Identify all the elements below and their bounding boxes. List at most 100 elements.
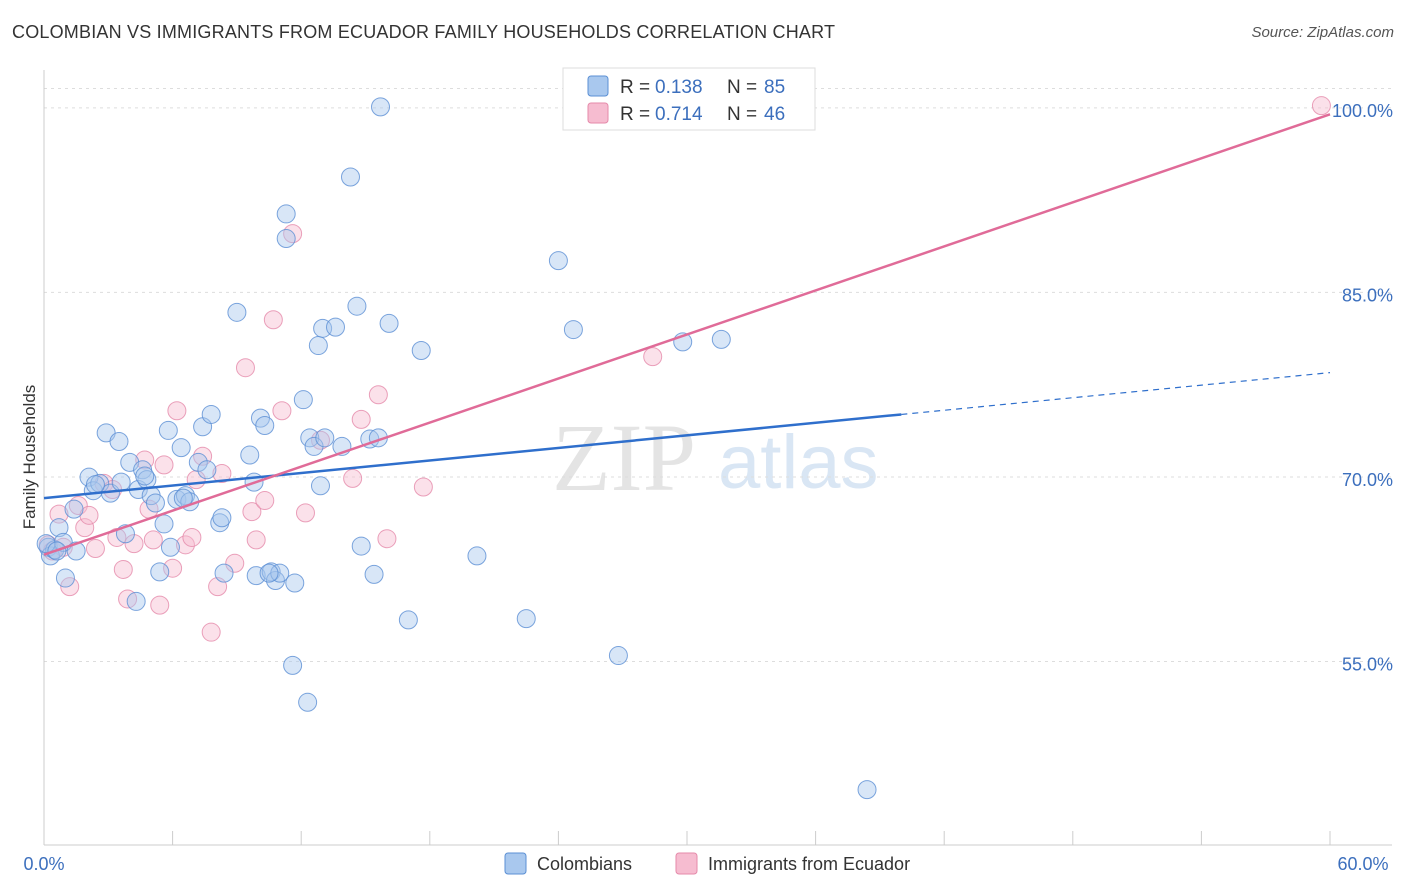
colombian-point — [227, 302, 247, 322]
colombian-point — [857, 780, 877, 800]
bottom-legend-label-colombians: Colombians — [537, 854, 632, 874]
ecuador-point — [212, 463, 232, 483]
legend-n-value-1: 85 — [764, 77, 785, 98]
colombian-point — [276, 204, 296, 224]
y-axis-title: Family Households — [20, 385, 39, 530]
colombian-point — [315, 428, 335, 448]
colombian-point — [276, 229, 296, 249]
legend-swatch-colombians — [587, 75, 609, 97]
colombian-point — [158, 420, 178, 440]
watermark-atlas: atlas — [718, 420, 879, 505]
colombian-point — [298, 692, 318, 712]
colombian-point — [135, 466, 155, 486]
ecuador-point — [154, 455, 174, 475]
colombian-point — [467, 546, 487, 566]
ecuador-point — [85, 539, 105, 559]
colombian-point — [197, 460, 217, 480]
colombian-point — [240, 445, 260, 465]
ecuador-point — [255, 491, 275, 511]
colombian-point — [160, 537, 180, 557]
x-tick-label-max: 60.0% — [1337, 854, 1388, 874]
ecuador-point — [368, 385, 388, 405]
ecuador-points — [38, 96, 1331, 642]
ecuador-point — [49, 504, 69, 524]
y-tick-label: 70.0% — [1342, 470, 1393, 490]
ecuador-point — [167, 401, 187, 421]
ecuador-point — [75, 518, 95, 538]
legend-r-value-1: 0.138 — [655, 77, 703, 98]
watermark-zip: ZIP — [552, 404, 696, 511]
colombians-trend-extension — [901, 372, 1331, 416]
colombian-point — [285, 573, 305, 593]
ecuador-point — [182, 527, 202, 547]
colombian-point — [340, 167, 360, 187]
bottom-legend-swatch-colombians — [504, 852, 527, 875]
source-credit: Source: ZipAtlas.com — [1251, 24, 1394, 41]
colombian-point — [150, 562, 170, 582]
colombian-point — [283, 655, 303, 675]
legend-swatch-ecuador — [587, 102, 609, 124]
legend-r-value-2: 0.714 — [655, 104, 703, 125]
x-axis-ticks — [43, 831, 1331, 845]
colombian-point — [259, 563, 279, 583]
colombian-point — [351, 536, 371, 556]
ecuador-point — [242, 502, 262, 522]
stats-legend: R = 0.138 N = 85 R = 0.714 N = 46 — [562, 67, 816, 131]
ecuador-point — [235, 358, 255, 378]
colombian-point — [711, 329, 731, 349]
colombian-point — [36, 534, 56, 554]
ecuador-point — [113, 559, 133, 579]
colombian-point — [371, 97, 391, 117]
ecuador-point — [295, 503, 315, 523]
colombian-point — [310, 476, 330, 496]
colombian-point — [109, 432, 129, 452]
ecuador-point — [377, 529, 397, 549]
colombians-trend-line — [43, 413, 902, 500]
legend-r-label-2: R = — [620, 104, 650, 125]
ecuador-point — [143, 530, 163, 550]
colombian-point — [49, 518, 69, 538]
colombian-point — [171, 438, 191, 458]
colombian-point — [270, 563, 290, 583]
ecuador-point — [60, 577, 80, 597]
ecuador-trend-line — [43, 113, 1331, 556]
legend-n-label-2: N = — [727, 104, 757, 125]
colombian-point — [411, 340, 431, 360]
y-axis-tick-labels: 55.0% 70.0% 85.0% 100.0% — [1332, 101, 1393, 675]
legend-n-label-1: N = — [727, 77, 757, 98]
ecuador-point — [246, 530, 266, 550]
colombian-point — [111, 472, 131, 492]
ecuador-point — [643, 347, 663, 367]
legend-r-label-1: R = — [620, 77, 650, 98]
colombian-point — [398, 610, 418, 630]
colombian-point — [64, 499, 84, 519]
ecuador-point — [201, 622, 221, 642]
ecuador-point — [343, 468, 363, 488]
colombian-point — [201, 404, 221, 424]
ecuador-point — [163, 558, 183, 578]
colombian-point — [210, 513, 230, 533]
colombian-points — [36, 97, 877, 800]
colombian-point — [85, 475, 105, 495]
legend-n-value-2: 46 — [764, 104, 785, 125]
bottom-legend-swatch-ecuador — [675, 852, 698, 875]
ecuador-point — [225, 553, 245, 573]
colombian-point — [154, 514, 174, 534]
colombian-point — [293, 390, 313, 410]
y-tick-label: 55.0% — [1342, 654, 1393, 674]
chart-title: COLOMBIAN VS IMMIGRANTS FROM ECUADOR FAM… — [12, 22, 836, 42]
colombian-point — [214, 563, 234, 583]
colombian-point — [325, 317, 345, 337]
colombian-point — [516, 609, 536, 629]
colombian-point — [364, 564, 384, 584]
colombian-point — [379, 313, 399, 333]
colombian-point — [255, 416, 275, 436]
trend-lines — [43, 113, 1331, 556]
y-tick-label: 100.0% — [1332, 101, 1393, 121]
colombian-point — [212, 508, 232, 528]
y-tick-label: 85.0% — [1342, 285, 1393, 305]
series-legend: Colombians Immigrants from Ecuador — [504, 852, 910, 875]
colombian-point — [145, 493, 165, 513]
colombian-point — [55, 568, 75, 588]
